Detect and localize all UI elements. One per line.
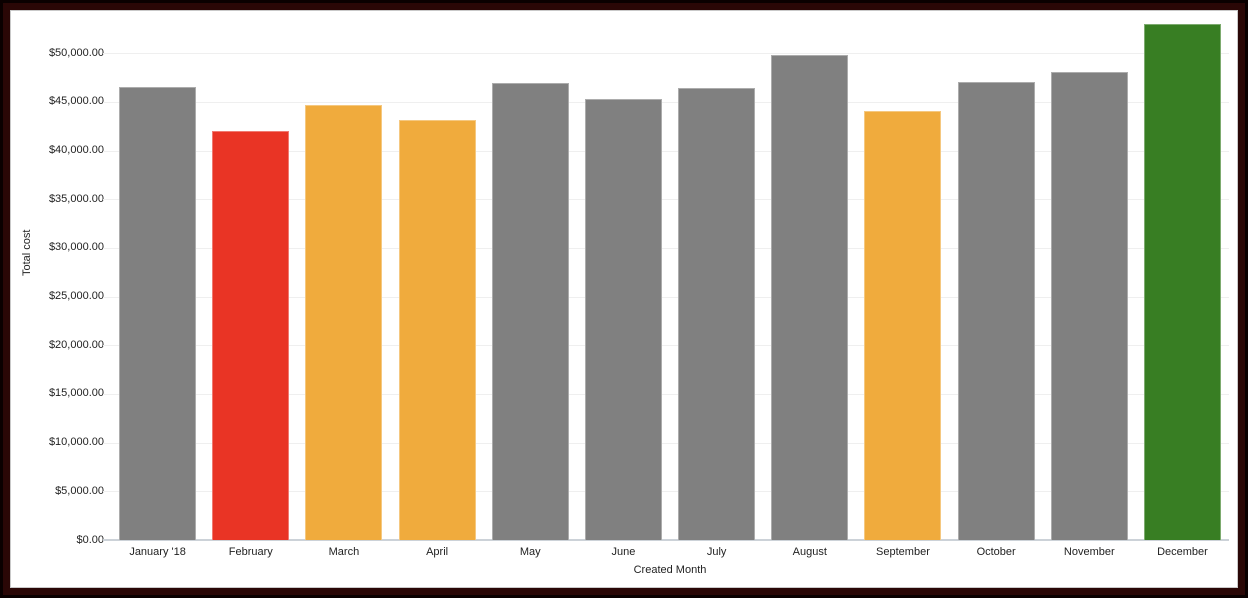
gridline	[103, 150, 1229, 152]
bar-band-may	[484, 24, 577, 540]
x-tick-label-january-18: January '18	[129, 546, 186, 558]
bar-band-december	[1136, 24, 1229, 540]
bar-april[interactable]	[398, 120, 476, 540]
bar-december[interactable]	[1143, 24, 1221, 540]
gridline	[103, 199, 1229, 201]
bar-may[interactable]	[491, 83, 569, 540]
x-tick-label-july: July	[706, 546, 727, 558]
gridline	[103, 101, 1229, 103]
y-tick-label: $50,000.00	[48, 46, 104, 59]
x-tick-label-may: May	[519, 546, 541, 558]
report-frame-border: Total cost $0.00 $5,000.00 $10,000.00 $15,0…	[3, 3, 1245, 595]
y-tick-label: $30,000.00	[48, 241, 104, 254]
bar-band-october	[950, 24, 1043, 540]
y-tick-label: $40,000.00	[48, 144, 104, 157]
gridline	[103, 393, 1229, 395]
x-tick-label-september: September	[876, 546, 930, 558]
bar-band-august	[763, 24, 856, 540]
bar-july[interactable]	[678, 88, 756, 540]
bar-band-september	[856, 24, 949, 540]
gridline	[103, 296, 1229, 298]
x-tick-label-october: October	[976, 546, 1016, 558]
y-tick-label: $35,000.00	[48, 192, 104, 205]
y-tick-label: $0.00	[76, 533, 104, 546]
y-tick-label: $20,000.00	[48, 338, 104, 351]
y-tick-label: $25,000.00	[48, 290, 104, 303]
x-tick-label-april: April	[426, 546, 449, 558]
bar-january-18[interactable]	[119, 87, 197, 540]
x-axis-line	[103, 539, 1229, 541]
y-tick-label: $45,000.00	[48, 95, 104, 108]
x-tick-label-december: December	[1157, 546, 1208, 558]
x-axis-title: Created Month	[633, 564, 707, 576]
bar-february[interactable]	[212, 131, 290, 540]
bar-november[interactable]	[1050, 71, 1128, 540]
bar-band-january-18	[111, 24, 204, 540]
x-tick-label-august: August	[792, 546, 827, 558]
y-tick-label: $10,000.00	[48, 436, 104, 449]
x-tick-label-february: February	[228, 546, 273, 558]
bar-march[interactable]	[305, 104, 383, 540]
x-tick-label-june: June	[611, 546, 636, 558]
bar-chart: Total cost $0.00 $5,000.00 $10,000.00 $15,0…	[10, 10, 1238, 588]
gridline	[103, 491, 1229, 493]
gridline	[103, 53, 1229, 55]
bar-september[interactable]	[864, 110, 942, 540]
bar-band-july	[670, 24, 763, 540]
y-axis-tick-labels: $0.00 $5,000.00 $10,000.00 $15,000.00 $20,00…	[11, 11, 104, 587]
gridline	[103, 442, 1229, 444]
bar-band-april	[391, 24, 484, 540]
bar-august[interactable]	[771, 55, 849, 540]
x-tick-label-march: March	[328, 546, 360, 558]
bar-october[interactable]	[957, 82, 1035, 540]
y-tick-label: $5,000.00	[55, 484, 104, 497]
plot-area	[103, 24, 1229, 541]
bar-band-november	[1043, 24, 1136, 540]
bar-band-march	[297, 24, 390, 540]
gridline	[103, 345, 1229, 347]
bar-june[interactable]	[584, 98, 662, 540]
bar-band-february	[204, 24, 297, 540]
bar-band-june	[577, 24, 670, 540]
bars-container	[111, 24, 1229, 540]
y-tick-label: $15,000.00	[48, 387, 104, 400]
gridline	[103, 247, 1229, 249]
x-tick-label-november: November	[1063, 546, 1115, 558]
x-axis-tick-labels: January '18 February March April May June July…	[111, 546, 1229, 558]
